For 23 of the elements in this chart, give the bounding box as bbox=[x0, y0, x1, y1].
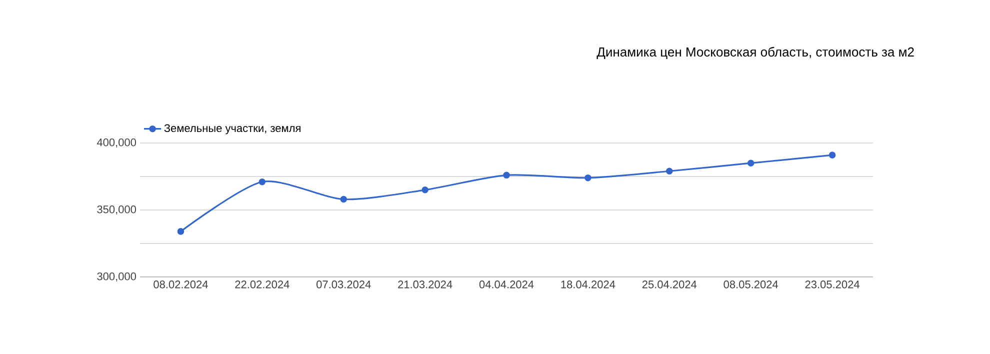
point bbox=[422, 186, 428, 194]
x-tick-label: 08.02.2024 bbox=[154, 280, 208, 288]
point bbox=[828, 152, 836, 158]
y-tick-label: 300,000 bbox=[97, 272, 136, 282]
point bbox=[747, 160, 754, 166]
point bbox=[258, 178, 266, 186]
point bbox=[340, 196, 348, 203]
legend-label: Земельные участки, земля bbox=[164, 124, 300, 134]
x-tick-label: 23.05.2024 bbox=[805, 280, 860, 288]
x-tick-label: 18.04.2024 bbox=[561, 280, 616, 288]
chart-title: Динамика цен Московская область, стоимость за м2 bbox=[596, 46, 914, 60]
x-tick-label: 22.02.2024 bbox=[235, 280, 290, 288]
y-tick-label: 400,000 bbox=[96, 138, 136, 148]
x-tick-label: 04.04.2024 bbox=[479, 280, 534, 288]
x-tick-label: 08.05.2024 bbox=[724, 280, 778, 288]
x-tick-label: 21.03.2024 bbox=[398, 280, 452, 288]
x-tick-label: 07.03.2024 bbox=[316, 280, 371, 288]
x-tick-label: 25.04.2024 bbox=[642, 280, 697, 288]
point bbox=[177, 228, 184, 235]
y-tick-label: 350,000 bbox=[97, 205, 136, 215]
point bbox=[503, 172, 510, 179]
point bbox=[584, 174, 592, 182]
point bbox=[666, 168, 673, 175]
